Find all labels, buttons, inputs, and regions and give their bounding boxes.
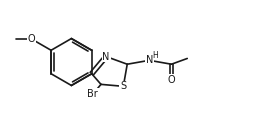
Text: N: N bbox=[145, 55, 152, 65]
Text: O: O bbox=[28, 34, 35, 44]
Text: S: S bbox=[120, 81, 126, 91]
Text: Br: Br bbox=[87, 89, 98, 99]
Text: O: O bbox=[167, 75, 174, 85]
Text: H: H bbox=[152, 51, 158, 60]
Text: N: N bbox=[102, 52, 109, 62]
